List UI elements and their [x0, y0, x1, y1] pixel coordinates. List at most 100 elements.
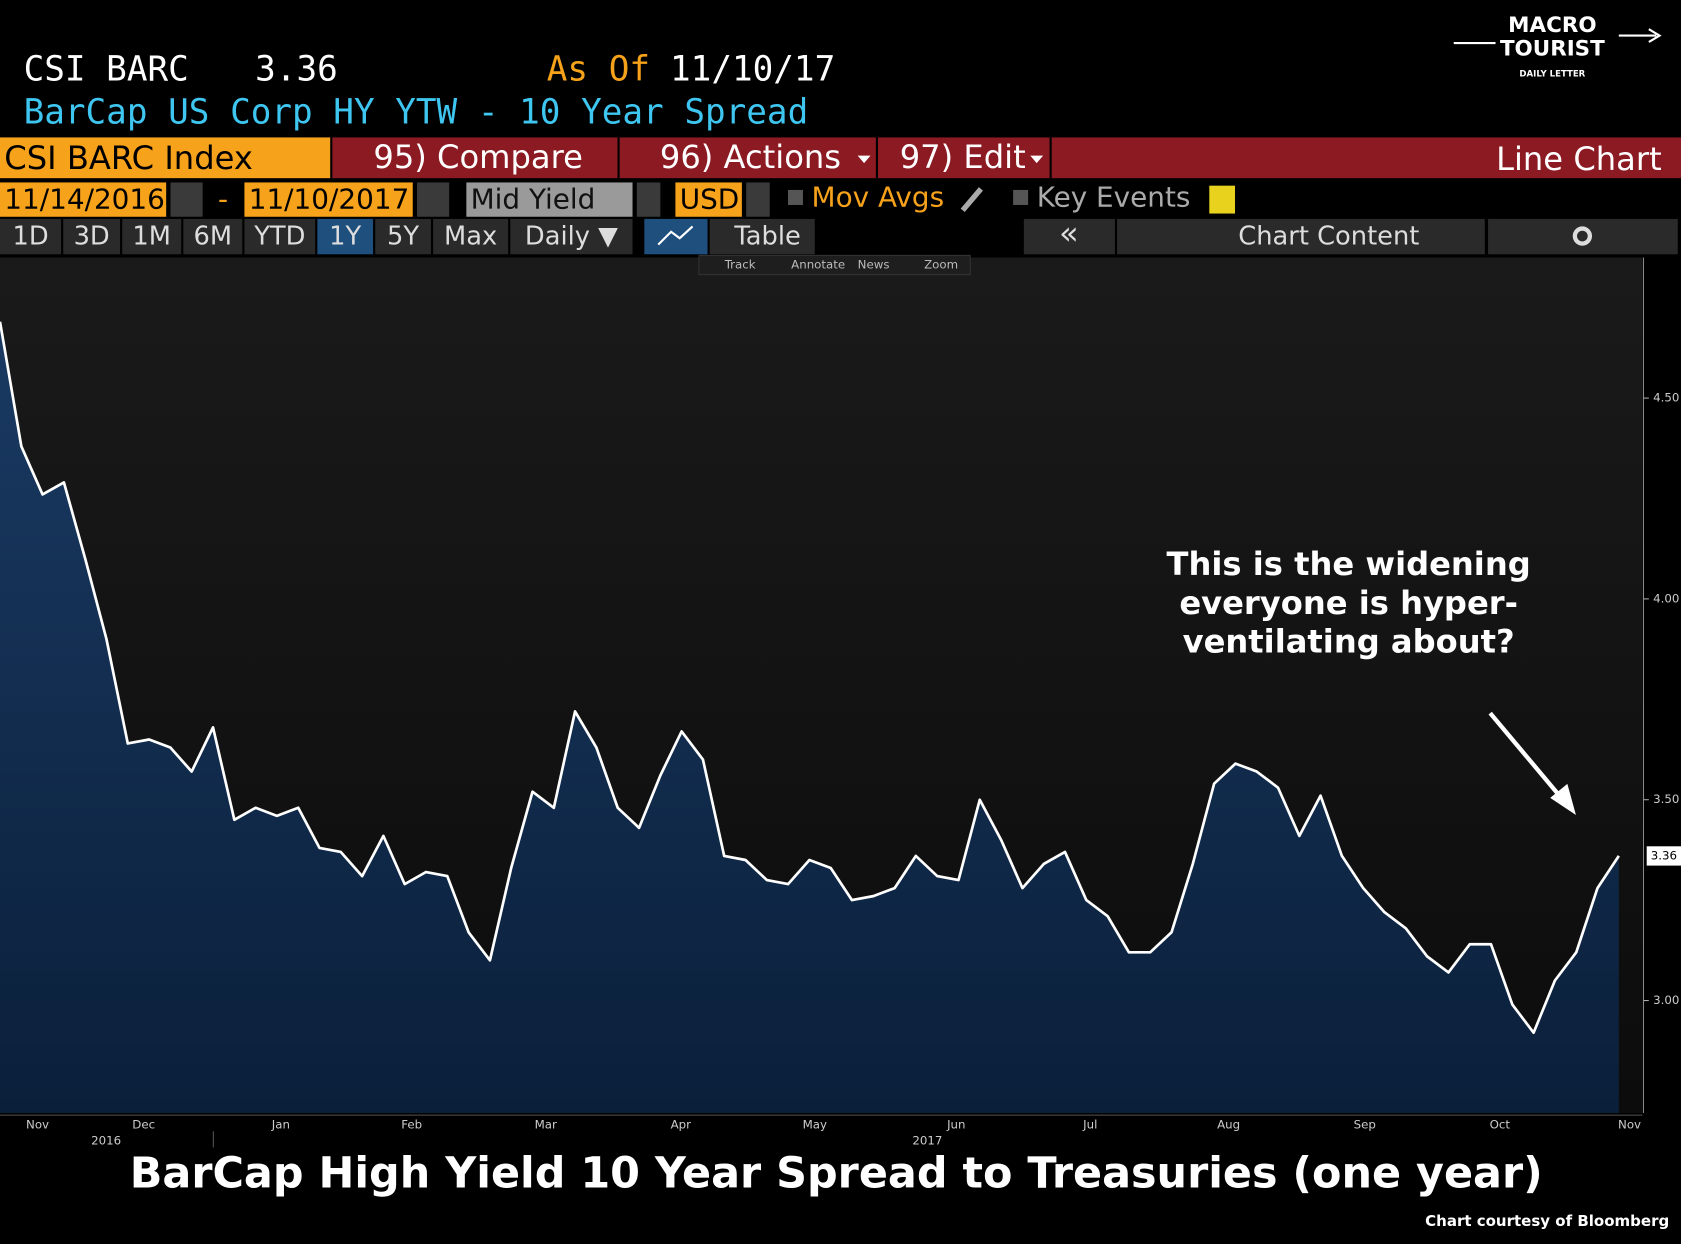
dropdown[interactable]: [746, 182, 770, 217]
chart-tool[interactable]: News: [858, 258, 890, 272]
x-tick-label: Dec: [132, 1117, 155, 1131]
x-tick-label: Mar: [535, 1117, 557, 1131]
dropdown-arrow: [1030, 155, 1044, 164]
security-box[interactable]: [0, 137, 331, 179]
last-value-tag: [1646, 846, 1681, 866]
key-events[interactable]: Key Events: [1037, 181, 1191, 214]
date-separator: -: [218, 183, 228, 216]
logo: MACRO TOURIST DAILY LETTER: [1453, 13, 1662, 80]
field[interactable]: Mid Yield: [471, 183, 596, 216]
x-tick-label: Jan: [271, 1117, 290, 1131]
chart-tools: [698, 254, 971, 276]
period-button[interactable]: [0, 218, 62, 255]
currency[interactable]: USD: [680, 183, 740, 216]
y-tick-label: 4.00: [1653, 591, 1679, 605]
period-button[interactable]: [122, 218, 182, 255]
x-tick-label: Nov: [26, 1117, 49, 1131]
chart-content-button[interactable]: [1117, 218, 1485, 255]
annotation: ventilating about?: [1183, 622, 1515, 660]
logo-text: TOURIST: [1500, 37, 1605, 62]
period-button[interactable]: [244, 218, 316, 255]
year-label: 2017: [912, 1133, 942, 1147]
line: [0, 321, 1620, 1035]
chart-mode[interactable]: Line Chart: [1496, 140, 1662, 178]
settings-button[interactable]: [1488, 218, 1678, 255]
toolbar: [332, 137, 1681, 179]
gear-icon: [1572, 226, 1593, 246]
annotation-arrow: [1488, 711, 1565, 802]
x-tick-label: Aug: [1217, 1117, 1240, 1131]
edit-button[interactable]: 97) Edit: [900, 138, 1026, 176]
actions-button[interactable]: 96) Actions: [660, 138, 841, 176]
y-tick-label: 4.50: [1653, 391, 1679, 405]
x-tick-label: Feb: [401, 1117, 422, 1131]
start-date-box[interactable]: [0, 182, 167, 217]
period-label[interactable]: 3D: [74, 222, 110, 252]
logo-text: MACRO: [1508, 13, 1596, 38]
x-tick-label: Jun: [946, 1117, 965, 1131]
field-box[interactable]: [466, 182, 633, 217]
period-label[interactable]: 1M: [132, 222, 171, 252]
period-button[interactable]: [183, 218, 243, 255]
last-value-label: 3.36: [1651, 848, 1677, 862]
description: BarCap US Corp HY YTW - 10 Year Spread: [24, 92, 809, 132]
start-date[interactable]: 11/14/2016: [4, 183, 165, 216]
chart-tool[interactable]: Track: [724, 258, 756, 272]
info-icon[interactable]: [1209, 185, 1236, 214]
as-of-date: 11/10/17: [670, 49, 835, 89]
period-button[interactable]: [375, 218, 431, 255]
period-label[interactable]: 1D: [12, 222, 48, 252]
end-date[interactable]: 11/10/2017: [249, 183, 410, 216]
y-tick-label: 3.50: [1653, 792, 1679, 806]
chart-title: BarCap High Yield 10 Year Spread to Trea…: [130, 1149, 1543, 1199]
table-tab-label[interactable]: Table: [733, 222, 801, 252]
period-button[interactable]: [510, 218, 633, 255]
chart-tool[interactable]: Zoom: [924, 258, 958, 272]
x-tick-label: May: [803, 1117, 827, 1131]
checkbox[interactable]: [787, 189, 803, 205]
y-tick-label: 3.00: [1653, 993, 1679, 1007]
period-label[interactable]: Daily ▼: [525, 222, 618, 252]
currency-box[interactable]: [675, 182, 742, 217]
area: [0, 321, 1619, 1114]
end-date-box[interactable]: [244, 182, 413, 217]
x-tick-label: Jul: [1082, 1117, 1097, 1131]
period-label[interactable]: 6M: [194, 222, 233, 252]
logo-arrow: [1648, 28, 1662, 43]
ticker: CSI BARC: [24, 49, 189, 89]
chart-tool[interactable]: Annotate: [791, 258, 845, 272]
compare-button[interactable]: 95) Compare: [373, 138, 583, 176]
calendar-icon[interactable]: [170, 182, 203, 217]
period-button[interactable]: [317, 218, 374, 255]
annotation: everyone is hyper-: [1179, 584, 1518, 622]
mov-avgs[interactable]: Mov Avgs: [812, 181, 945, 214]
source: Chart courtesy of Bloomberg: [1425, 1212, 1669, 1230]
line-chart-icon: [657, 225, 694, 246]
x-tick-label: Apr: [671, 1117, 692, 1131]
security[interactable]: CSI BARC Index: [4, 139, 253, 177]
logo-text: DAILY LETTER: [1519, 70, 1585, 80]
collapse-label[interactable]: «: [1059, 214, 1079, 252]
table-tab[interactable]: [709, 218, 815, 255]
dropdown-arrow: [857, 155, 871, 164]
price: 3.36: [255, 49, 338, 89]
x-tick-label: Nov: [1618, 1117, 1641, 1131]
dropdown[interactable]: [636, 182, 661, 217]
year-label: 2016: [91, 1133, 121, 1147]
period-label[interactable]: YTD: [253, 222, 305, 252]
period-label[interactable]: 1Y: [329, 222, 361, 252]
x-tick-label: Oct: [1490, 1117, 1511, 1131]
pencil-icon[interactable]: [960, 187, 983, 213]
period-label[interactable]: Max: [444, 222, 497, 252]
period-button[interactable]: [433, 218, 509, 255]
period-label[interactable]: 5Y: [387, 222, 419, 252]
annotation-arrowhead: [1550, 783, 1576, 815]
period-button[interactable]: [63, 218, 121, 255]
x-tick-label: Sep: [1354, 1117, 1376, 1131]
checkbox[interactable]: [1013, 189, 1029, 205]
collapse-button[interactable]: [1023, 218, 1115, 255]
calendar-icon[interactable]: [417, 182, 450, 217]
annotation: This is the widening: [1167, 545, 1531, 583]
chart-content-label[interactable]: Chart Content: [1238, 222, 1419, 252]
